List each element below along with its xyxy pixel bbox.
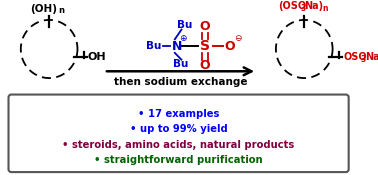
Text: O: O bbox=[200, 20, 211, 33]
Text: • 17 examples: • 17 examples bbox=[138, 109, 219, 119]
Text: 3: 3 bbox=[361, 55, 366, 64]
Text: Bu: Bu bbox=[146, 41, 161, 51]
Text: OH: OH bbox=[88, 52, 107, 62]
Text: (OSO: (OSO bbox=[278, 1, 306, 11]
Text: n: n bbox=[59, 6, 65, 15]
Text: ⊖: ⊖ bbox=[234, 34, 242, 43]
Text: • steroids, amino acids, natural products: • steroids, amino acids, natural product… bbox=[62, 140, 295, 150]
Text: S: S bbox=[200, 39, 210, 53]
Text: OSO: OSO bbox=[343, 52, 367, 62]
Text: • up to 99% yield: • up to 99% yield bbox=[130, 124, 228, 134]
Text: • straightforward purification: • straightforward purification bbox=[94, 155, 263, 165]
Text: then sodium exchange: then sodium exchange bbox=[114, 77, 247, 87]
Text: Na): Na) bbox=[304, 1, 324, 11]
Text: Bu: Bu bbox=[177, 20, 192, 30]
Text: O: O bbox=[224, 40, 235, 53]
Text: n: n bbox=[322, 4, 328, 13]
Text: 3: 3 bbox=[301, 4, 306, 13]
FancyBboxPatch shape bbox=[8, 94, 349, 172]
Text: (OH): (OH) bbox=[30, 4, 57, 14]
Text: Bu: Bu bbox=[173, 58, 188, 69]
Text: Na: Na bbox=[365, 52, 378, 62]
Text: ⊕: ⊕ bbox=[180, 34, 187, 43]
Text: N: N bbox=[172, 40, 182, 53]
Text: O: O bbox=[200, 59, 211, 72]
